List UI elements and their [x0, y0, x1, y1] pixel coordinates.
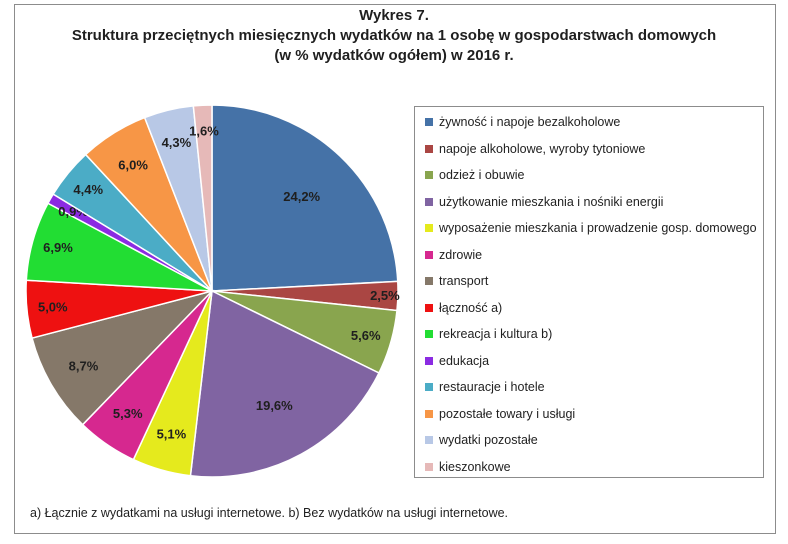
- legend: żywność i napoje bezalkoholowe napoje alk…: [414, 106, 764, 478]
- slice-data-label: 19,6%: [256, 398, 293, 413]
- slice-data-label: 8,7%: [69, 359, 99, 374]
- legend-label: użytkowanie mieszkania i nośniki energii: [439, 194, 664, 209]
- chart-title: Wykres 7. Struktura przeciętnych miesięc…: [0, 6, 788, 66]
- legend-label: pozostałe towary i usługi: [439, 406, 576, 421]
- slice-data-label: 4,3%: [162, 135, 192, 150]
- legend-item: odzież i obuwie: [425, 166, 524, 184]
- slice-data-label: 5,3%: [113, 406, 143, 421]
- slice-data-label: 2,5%: [370, 288, 400, 303]
- legend-label: wyposażenie mieszkania i prowadzenie gos…: [439, 221, 757, 235]
- slice-data-label: 5,1%: [157, 427, 187, 442]
- legend-swatch: [425, 277, 433, 285]
- legend-item: łączność a): [425, 299, 502, 317]
- legend-item: restauracje i hotele: [425, 378, 545, 396]
- legend-label: transport: [439, 274, 489, 288]
- legend-item: żywność i napoje bezalkoholowe: [425, 113, 620, 131]
- legend-item: wydatki pozostałe: [425, 431, 538, 449]
- pie-slice: [189, 289, 380, 478]
- legend-swatch: [425, 197, 433, 206]
- legend-item: napoje alkoholowe, wyroby tytoniowe: [425, 140, 645, 158]
- legend-item: użytkowanie mieszkania i nośniki energii: [425, 193, 663, 211]
- title-line-2: Struktura przeciętnych miesięcznych wyda…: [71, 27, 717, 44]
- legend-swatch: [425, 144, 433, 153]
- pie-slice: [31, 289, 215, 426]
- legend-label: napoje alkoholowe, wyroby tytoniowe: [439, 141, 646, 156]
- slice-data-label: 24,2%: [283, 189, 320, 204]
- legend-label: łączność a): [439, 300, 503, 315]
- footnote: a) Łącznie z wydatkami na usługi interne…: [30, 506, 509, 520]
- legend-label: zdrowie: [439, 247, 483, 262]
- pie-slice: [211, 104, 399, 292]
- legend-label: kieszonkowe: [439, 459, 511, 474]
- legend-item: edukacja: [425, 352, 489, 370]
- legend-label: edukacja: [439, 353, 490, 368]
- legend-label: odzież i obuwie: [439, 168, 525, 182]
- title-line-3: (w % wydatków ogółem) w 2016 r.: [274, 47, 514, 64]
- legend-swatch: [425, 303, 433, 312]
- slice-data-label: 4,4%: [73, 182, 103, 197]
- legend-label: restauracje i hotele: [439, 380, 545, 394]
- title-line-1: Wykres 7.: [359, 7, 429, 24]
- legend-swatch: [425, 462, 433, 471]
- legend-swatch: [425, 171, 433, 179]
- slice-data-label: 6,0%: [118, 157, 148, 172]
- legend-swatch: [425, 224, 433, 232]
- legend-swatch: [425, 118, 433, 126]
- legend-swatch: [425, 383, 433, 391]
- legend-item: pozostałe towary i usługi: [425, 405, 575, 423]
- legend-swatch: [425, 436, 433, 444]
- legend-swatch: [425, 250, 433, 259]
- legend-item: zdrowie: [425, 246, 482, 264]
- legend-swatch: [425, 409, 433, 418]
- legend-item: wyposażenie mieszkania i prowadzenie gos…: [425, 219, 757, 237]
- legend-label: rekreacja i kultura b): [439, 327, 553, 341]
- legend-item: kieszonkowe: [425, 458, 511, 476]
- legend-swatch: [425, 356, 433, 365]
- slice-data-label: 5,6%: [351, 328, 381, 343]
- slice-data-label: 6,9%: [43, 240, 73, 255]
- legend-swatch: [425, 330, 433, 338]
- legend-label: wydatki pozostałe: [439, 433, 538, 447]
- slice-data-label: 5,0%: [38, 299, 68, 314]
- pie-slice: [192, 104, 213, 292]
- legend-item: rekreacja i kultura b): [425, 325, 552, 343]
- legend-label: żywność i napoje bezalkoholowe: [439, 115, 621, 129]
- legend-item: transport: [425, 272, 488, 290]
- slice-data-label: 1,6%: [189, 124, 219, 139]
